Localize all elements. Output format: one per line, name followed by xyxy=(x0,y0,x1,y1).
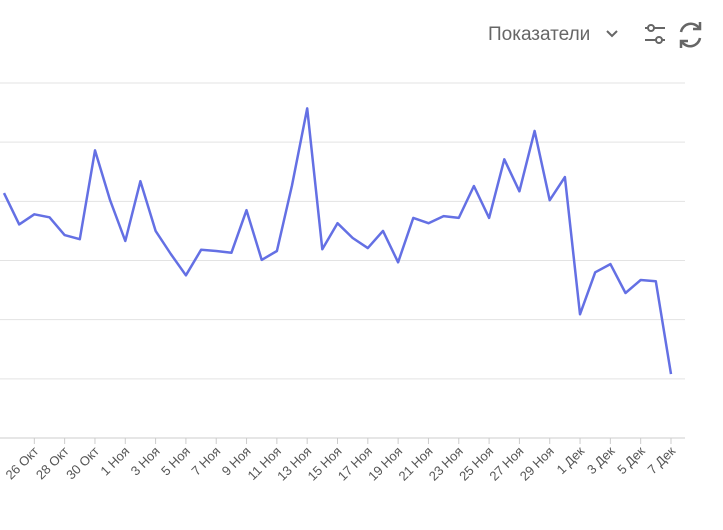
x-tick-label: 3 Дек xyxy=(584,443,618,477)
refresh-icon[interactable] xyxy=(679,22,702,48)
x-tick-label: 30 Окт xyxy=(63,443,102,482)
x-tick-label: 5 Дек xyxy=(614,443,648,477)
x-tick-label: 1 Дек xyxy=(554,443,588,477)
x-tick-label: 29 Ноя xyxy=(517,444,557,484)
x-tick-label: 7 Дек xyxy=(644,443,678,477)
chevron-icon[interactable] xyxy=(606,30,618,38)
x-tick-label: 7 Ноя xyxy=(188,444,223,479)
x-tick-label: 28 Окт xyxy=(33,443,72,482)
x-tick-label: 1 Ноя xyxy=(97,444,132,479)
x-tick-label: 3 Ноя xyxy=(128,444,163,479)
x-tick-label: 5 Ноя xyxy=(158,444,193,479)
series-line xyxy=(2,107,673,375)
filter-icon[interactable] xyxy=(645,24,665,44)
x-tick-label: 26 Окт xyxy=(3,443,42,482)
metrics-menu[interactable]: Показатели xyxy=(488,24,590,45)
